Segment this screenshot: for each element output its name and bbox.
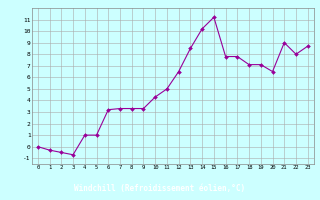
Text: Windchill (Refroidissement éolien,°C): Windchill (Refroidissement éolien,°C) (75, 184, 245, 193)
